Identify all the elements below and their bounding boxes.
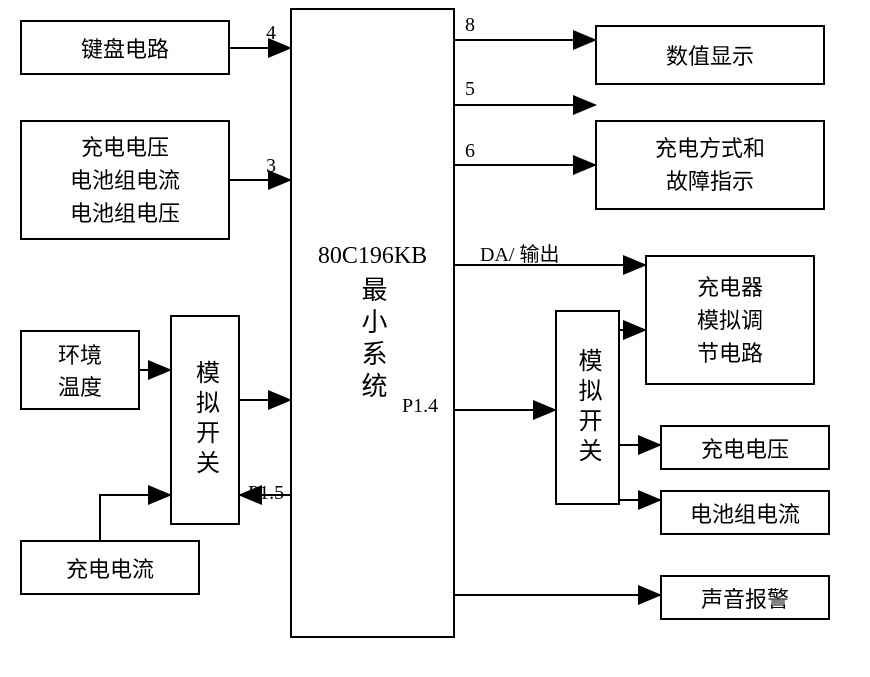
center-line2: 最小系统 (354, 276, 391, 404)
out-batcur-label: 电池组电流 (690, 497, 800, 529)
alarm-box: 声音报警 (660, 575, 830, 620)
label-p4: 4 (266, 22, 276, 45)
keyboard-box: 键盘电路 (20, 20, 230, 75)
mode-fault-line1: 充电方式和 (655, 132, 765, 165)
charger-adj-line2: 模拟调 (697, 304, 763, 337)
label-p6: 6 (465, 140, 475, 163)
analog-switch-right-label: 模拟开关 (570, 348, 605, 468)
out-voltage-label: 充电电压 (701, 432, 789, 464)
charger-adj-line3: 节电路 (697, 337, 763, 370)
out-voltage-box: 充电电压 (660, 425, 830, 470)
label-p5: 5 (465, 78, 475, 101)
label-da-out: DA/ 输出 (480, 238, 559, 267)
charger-adj-box: 充电器 模拟调 节电路 (645, 255, 815, 385)
label-p8: 8 (465, 14, 475, 37)
env-temp-label: 环境温度 (58, 338, 102, 402)
measure3-line1: 充电电压 (81, 131, 169, 164)
out-batcur-box: 电池组电流 (660, 490, 830, 535)
mode-fault-box: 充电方式和 故障指示 (595, 120, 825, 210)
charge-current-box: 充电电流 (20, 540, 200, 595)
charge-current-label: 充电电流 (66, 552, 154, 584)
alarm-label: 声音报警 (701, 582, 789, 614)
label-p14: P1.4 (402, 395, 438, 418)
analog-switch-left-label: 模拟开关 (188, 360, 223, 480)
env-temp-box: 环境温度 (20, 330, 140, 410)
keyboard-label: 键盘电路 (81, 32, 169, 64)
num-display-label: 数值显示 (666, 39, 754, 71)
center-line1: 80C196KB (318, 243, 427, 270)
analog-switch-right-box: 模拟开关 (555, 310, 620, 505)
charger-adj-line1: 充电器 (697, 271, 763, 304)
analog-switch-left-box: 模拟开关 (170, 315, 240, 525)
center-system-box: 80C196KB 最小系统 (290, 8, 455, 638)
measure3-box: 充电电压 电池组电流 电池组电压 (20, 120, 230, 240)
measure3-line2: 电池组电流 (70, 164, 180, 197)
num-display-box: 数值显示 (595, 25, 825, 85)
measure3-line3: 电池组电压 (70, 197, 180, 230)
mode-fault-line2: 故障指示 (666, 165, 754, 198)
label-p15: P1.5 (248, 482, 284, 505)
label-p3: 3 (266, 155, 276, 178)
